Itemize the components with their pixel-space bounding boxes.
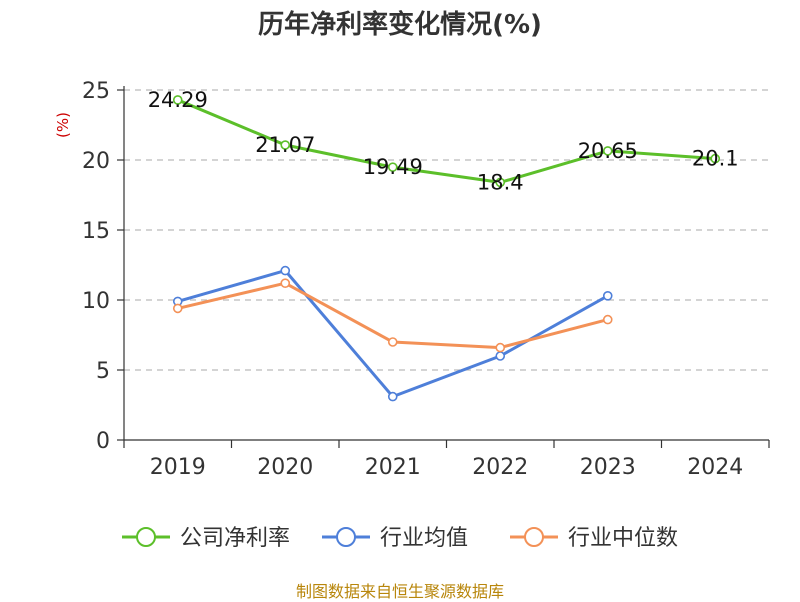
data-label: 19.49 — [363, 155, 423, 179]
data-point — [280, 278, 291, 289]
x-tick-label: 2021 — [365, 455, 421, 480]
data-point — [172, 303, 183, 314]
data-label-layer: 24.29 21.07 19.49 18.4 20.65 20.1 — [148, 88, 739, 194]
series-line-1 — [176, 98, 717, 184]
data-point — [387, 162, 398, 172]
legend-marker — [136, 527, 156, 547]
x-tick-label: 2022 — [472, 455, 528, 480]
grid-layer — [124, 89, 769, 371]
data-point — [387, 337, 398, 347]
y-tick-label: 15 — [82, 219, 110, 244]
axis-layer: 0 5 10 15 20 25 2019 2020 2021 2022 2023 2024 (%) — [54, 79, 770, 480]
series-layer — [172, 95, 721, 402]
y-tick-label: 20 — [82, 149, 110, 174]
data-point — [387, 391, 398, 402]
source-note: 制图数据来自恒生聚源数据库 — [295, 582, 504, 601]
legend-item-3: 行业中位数 — [510, 526, 678, 551]
data-point — [602, 146, 613, 156]
data-point — [495, 177, 506, 188]
y-tick-label: 0 — [96, 429, 110, 454]
legend-label: 行业均值 — [380, 526, 468, 551]
y-tick-label: 25 — [82, 79, 110, 104]
chart-title: 历年净利率变化情况(%) — [258, 10, 542, 40]
legend-label: 行业中位数 — [568, 526, 678, 551]
data-point — [172, 95, 183, 105]
data-point — [495, 351, 506, 361]
y-tick-label: 5 — [96, 359, 110, 384]
x-tick-label: 2024 — [687, 455, 743, 480]
data-point — [280, 265, 291, 276]
data-label: 21.07 — [255, 133, 315, 157]
legend-label: 公司净利率 — [180, 526, 290, 551]
data-label: 20.1 — [692, 147, 739, 171]
series-line-2 — [176, 269, 610, 399]
data-point — [710, 153, 721, 164]
data-point — [602, 290, 613, 301]
data-point — [495, 342, 506, 353]
data-label: 24.29 — [148, 88, 208, 112]
y-tick-label: 10 — [82, 289, 110, 314]
data-point — [280, 140, 291, 150]
legend-marker — [524, 527, 544, 547]
legend-item-2: 行业均值 — [322, 526, 468, 551]
legend-marker — [336, 527, 356, 547]
data-label: 18.4 — [477, 170, 524, 194]
x-tick-label: 2019 — [150, 455, 206, 480]
x-tick-label: 2020 — [257, 455, 313, 480]
y-axis-unit-label: (%) — [54, 112, 72, 138]
data-label: 20.65 — [578, 139, 638, 163]
legend: 公司净利率 行业均值 行业中位数 — [122, 526, 678, 551]
data-point — [602, 314, 613, 325]
legend-item-1: 公司净利率 — [122, 526, 290, 551]
x-tick-label: 2023 — [580, 455, 636, 480]
